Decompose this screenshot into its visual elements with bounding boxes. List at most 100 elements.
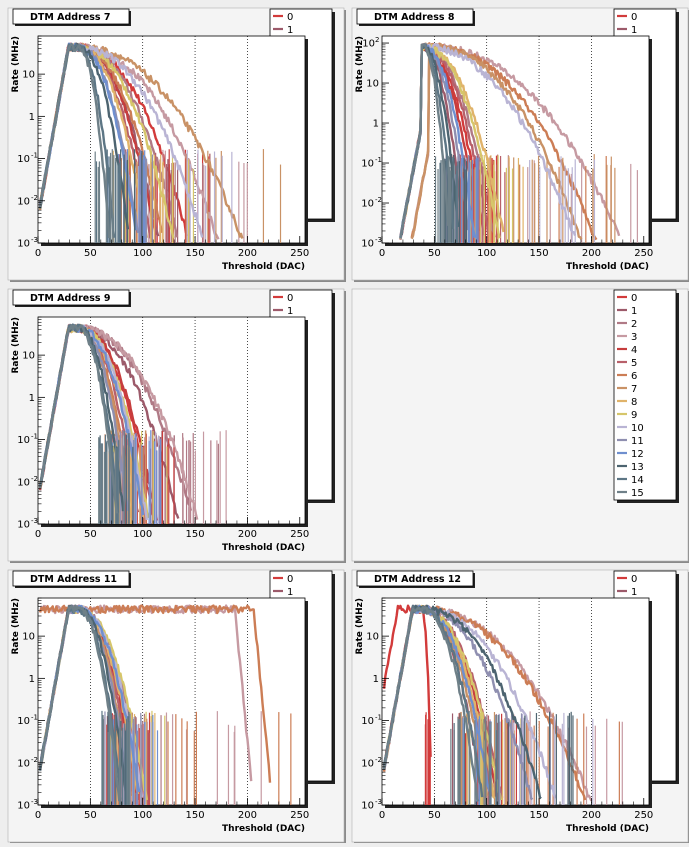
x-tick-label: 250 xyxy=(290,248,309,259)
x-tick-label: 0 xyxy=(35,810,41,821)
legend-label-5: 5 xyxy=(631,358,637,369)
x-tick-label: 250 xyxy=(290,529,309,540)
legend-box xyxy=(613,289,677,501)
legend-label-4: 4 xyxy=(631,345,637,356)
x-tick-label: 50 xyxy=(84,810,97,821)
legend-label-14: 14 xyxy=(631,475,644,486)
pad-title: DTM Address 8 xyxy=(356,8,475,26)
series-15 xyxy=(38,324,118,514)
legend-label-0: 0 xyxy=(631,293,637,304)
series-0-noise xyxy=(424,712,431,805)
x-tick-label: 100 xyxy=(133,248,152,259)
y-tick-exponent: -1 xyxy=(31,714,38,722)
x-axis: 0 50 100 150 200 250 Threshold (DAC) xyxy=(35,798,309,834)
y-tick-label: 1 xyxy=(373,119,379,130)
title-box xyxy=(12,570,130,587)
y-tick-label: 10 xyxy=(22,351,35,362)
y-tick-label: 10 xyxy=(17,435,30,446)
y-axis-label: Rate (MHz) xyxy=(11,36,21,93)
series-15-noise xyxy=(94,149,115,243)
series-15-noise xyxy=(450,710,492,805)
x-tick-label: 200 xyxy=(582,248,601,259)
x-tick-label: 150 xyxy=(186,810,205,821)
y-tick-label: 10 xyxy=(17,716,30,727)
x-axis-label: Threshold (DAC) xyxy=(222,262,305,272)
y-tick-label: 10 xyxy=(361,716,374,727)
series-15-noise xyxy=(98,430,125,524)
x-tick-label: 100 xyxy=(133,810,152,821)
x-tick-label: 0 xyxy=(379,248,385,259)
x-tick-label: 250 xyxy=(634,810,653,821)
y-tick-exponent: -1 xyxy=(375,714,382,722)
title-box xyxy=(356,8,474,25)
series-group xyxy=(382,604,623,805)
x-tick-label: 0 xyxy=(35,529,41,540)
series-6-noise xyxy=(167,711,292,805)
y-tick-label: 10 xyxy=(22,632,35,643)
x-axis: 0 50 100 150 200 250 Threshold (DAC) xyxy=(379,236,653,272)
x-tick-label: 200 xyxy=(238,248,257,259)
y-tick-label: 10 xyxy=(366,79,379,90)
y-tick-exponent: -1 xyxy=(31,152,38,160)
x-axis-label: Threshold (DAC) xyxy=(222,824,305,834)
series-10 xyxy=(399,43,577,238)
x-tick-label: 250 xyxy=(290,810,309,821)
series-10-noise xyxy=(529,156,596,243)
frame-box xyxy=(381,35,650,244)
x-axis: 0 50 100 150 200 250 Threshold (DAC) xyxy=(35,517,309,553)
y-tick-exponent: -1 xyxy=(31,433,38,441)
series-6-noise xyxy=(526,712,620,805)
pad-1: 0123456789101112131415DTM Address 810-31… xyxy=(351,7,689,282)
pad-title: DTM Address 11 xyxy=(12,570,131,588)
y-tick-exponent: 2 xyxy=(375,36,379,44)
title-box xyxy=(12,8,130,25)
y-tick-exponent: -3 xyxy=(375,798,382,806)
y-tick-label: 1 xyxy=(29,393,35,404)
plot-frame xyxy=(37,35,308,246)
y-axis-label: Rate (MHz) xyxy=(355,598,365,655)
x-tick-label: 0 xyxy=(35,248,41,259)
y-tick-exponent: -3 xyxy=(31,798,38,806)
x-axis-label: Threshold (DAC) xyxy=(566,824,649,834)
y-tick-exponent: -2 xyxy=(31,475,38,483)
frame-box xyxy=(381,597,650,806)
series-9-noise xyxy=(469,154,514,243)
x-tick-label: 200 xyxy=(238,810,257,821)
y-tick-label: 10 xyxy=(361,758,374,769)
pad-4: 0123456789101112131415DTM Address 1110-3… xyxy=(7,569,346,844)
x-tick-label: 0 xyxy=(379,810,385,821)
series-15-noise xyxy=(434,155,452,243)
series-15-noise xyxy=(102,712,131,805)
y-tick-exponent: -3 xyxy=(31,236,38,244)
y-tick-exponent: -1 xyxy=(375,156,382,164)
series-15 xyxy=(382,606,480,802)
x-tick-label: 50 xyxy=(428,810,441,821)
series-group xyxy=(38,323,227,524)
y-tick-label: 10 xyxy=(22,70,35,81)
y-tick-label: 10 xyxy=(17,801,30,812)
title-text: DTM Address 12 xyxy=(374,574,461,585)
y-tick-label: 10 xyxy=(17,239,30,250)
x-tick-label: 150 xyxy=(186,529,205,540)
title-box xyxy=(12,289,130,306)
series-15 xyxy=(399,43,450,239)
y-axis-label: Rate (MHz) xyxy=(11,317,21,374)
series-13-noise xyxy=(489,711,574,805)
legend-label-1: 1 xyxy=(287,306,293,317)
legend-label-11: 11 xyxy=(631,436,644,447)
y-axis-label: Rate (MHz) xyxy=(11,598,21,655)
series-group xyxy=(38,42,282,243)
legend-label-0: 0 xyxy=(287,293,293,304)
y-tick-label: 10 xyxy=(361,159,374,170)
legend-label-7: 7 xyxy=(631,384,637,395)
x-axis: 0 50 100 150 200 250 Threshold (DAC) xyxy=(379,798,653,834)
x-tick-label: 50 xyxy=(428,248,441,259)
y-tick-exponent: -2 xyxy=(31,194,38,202)
x-tick-label: 100 xyxy=(477,810,496,821)
series-3-noise xyxy=(182,430,227,524)
title-text: DTM Address 11 xyxy=(30,574,117,585)
legend-label-9: 9 xyxy=(631,410,637,421)
